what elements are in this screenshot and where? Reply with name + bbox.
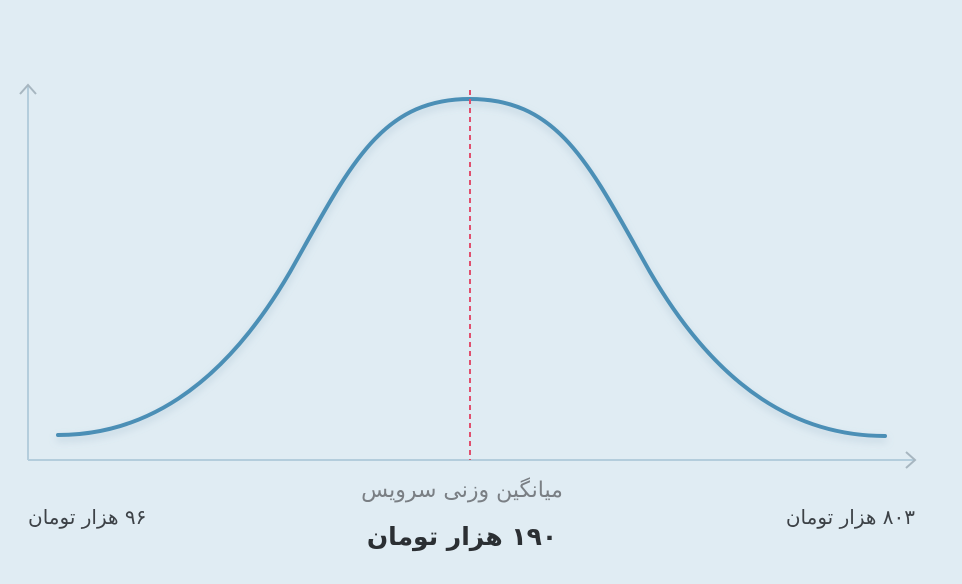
x-axis-arrow — [905, 451, 917, 469]
max-label: ۸۰۳ هزار تومان — [785, 505, 915, 529]
y-axis-arrow — [19, 83, 37, 95]
mean-value: ۱۹۰ هزار تومان — [366, 522, 558, 551]
mean-caption: میانگین وزنی سرویس — [361, 478, 563, 503]
min-label: ۹۶ هزار تومان — [28, 505, 147, 529]
bell-curve — [56, 96, 887, 438]
